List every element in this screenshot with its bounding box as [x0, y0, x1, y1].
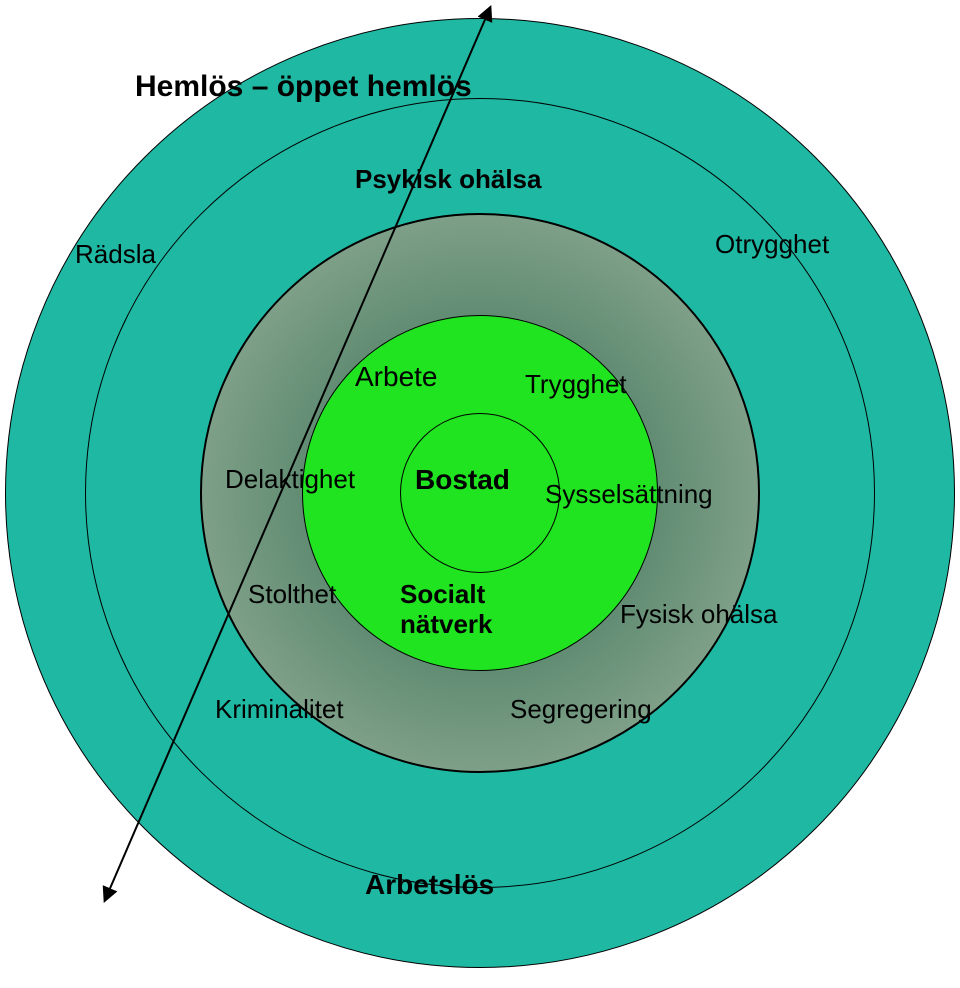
label-title: Hemlös – öppet hemlös	[135, 70, 472, 103]
diagram-stage: Hemlös – öppet hemlös Psykisk ohälsa Räd…	[0, 0, 960, 988]
label-arbete: Arbete	[355, 362, 438, 393]
label-fysisk-ohalsa: Fysisk ohälsa	[620, 600, 778, 629]
label-natverk: nätverk	[400, 610, 493, 639]
label-segregering: Segregering	[510, 695, 652, 724]
label-stolthet: Stolthet	[248, 580, 336, 609]
label-sysselsattning: Sysselsättning	[545, 480, 713, 509]
label-trygghet: Trygghet	[525, 370, 627, 399]
label-socialt: Socialt	[400, 580, 485, 609]
label-radsla: Rädsla	[75, 240, 156, 269]
label-delaktighet: Delaktighet	[225, 465, 355, 494]
label-psykisk-ohalsa: Psykisk ohälsa	[355, 165, 541, 194]
label-kriminalitet: Kriminalitet	[215, 695, 344, 724]
label-otrygghet: Otrygghet	[715, 230, 829, 259]
label-bostad: Bostad	[415, 465, 510, 496]
label-arbetslos: Arbetslös	[365, 870, 494, 901]
